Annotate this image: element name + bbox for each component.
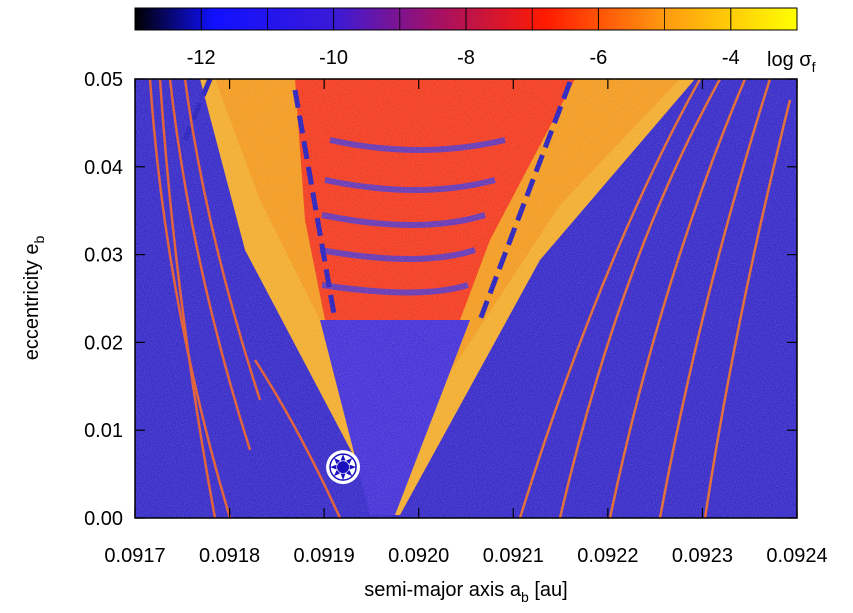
colorbar: -12 -10 -8 -6 -4 log σf xyxy=(134,7,816,75)
planet-marker-ray xyxy=(346,457,353,465)
colorbar-ticks: -12 -10 -8 -6 -4 xyxy=(187,8,798,69)
colorbar-tick-label: -6 xyxy=(590,47,608,69)
planet-marker xyxy=(326,450,361,485)
colorbar-tick-label: -12 xyxy=(187,47,216,69)
y-tick-label: 0.04 xyxy=(84,157,123,179)
colorbar-label: log σf xyxy=(767,49,816,75)
planet-marker-ray xyxy=(330,464,337,470)
x-tick-label: 0.0923 xyxy=(672,545,733,567)
x-axis-label-unit: [au] xyxy=(529,579,568,601)
x-tick-label: 0.0921 xyxy=(483,545,544,567)
planet-marker-ray xyxy=(349,464,357,470)
plot-frame xyxy=(134,78,798,519)
x-tick-label: 0.0922 xyxy=(577,545,638,567)
planet-marker-ray xyxy=(340,473,346,481)
y-axis-ticks: 0.00 0.01 0.02 0.03 0.04 0.05 xyxy=(84,69,797,530)
y-axis-label: eccentricity eb xyxy=(21,236,47,361)
colorbar-tick-label: -8 xyxy=(457,47,475,69)
x-tick-label: 0.0918 xyxy=(199,545,260,567)
colorbar-tick-label: -4 xyxy=(722,47,740,69)
planet-marker-ray xyxy=(333,470,341,477)
noise-overlay xyxy=(135,79,797,518)
y-axis-label-sub: b xyxy=(31,236,47,244)
x-tick-label: 0.0920 xyxy=(388,545,449,567)
x-tick-label: 0.0917 xyxy=(104,545,165,567)
y-tick-label: 0.02 xyxy=(84,332,123,354)
x-axis-label: semi-major axis ab [au] xyxy=(364,579,567,605)
colorbar-tick-label: -10 xyxy=(319,47,348,69)
planet-marker-ray xyxy=(346,470,353,477)
x-axis-ticks: 0.0917 0.0918 0.0919 0.0920 0.0921 0.0922 0.09… xyxy=(104,79,828,567)
planet-marker-ray xyxy=(340,454,346,461)
y-tick-label: 0.03 xyxy=(84,245,123,267)
plot-area xyxy=(135,79,797,518)
colorbar-label-sub: f xyxy=(812,59,816,75)
x-tick-label: 0.0919 xyxy=(294,545,355,567)
y-tick-label: 0.01 xyxy=(84,420,123,442)
planet-marker-ray xyxy=(333,457,341,465)
x-tick-label: 0.0924 xyxy=(766,545,827,567)
x-axis-label-sub: b xyxy=(521,589,529,605)
y-tick-label: 0.05 xyxy=(84,69,123,91)
planet-marker-core xyxy=(337,461,350,474)
y-tick-label: 0.00 xyxy=(84,508,123,530)
